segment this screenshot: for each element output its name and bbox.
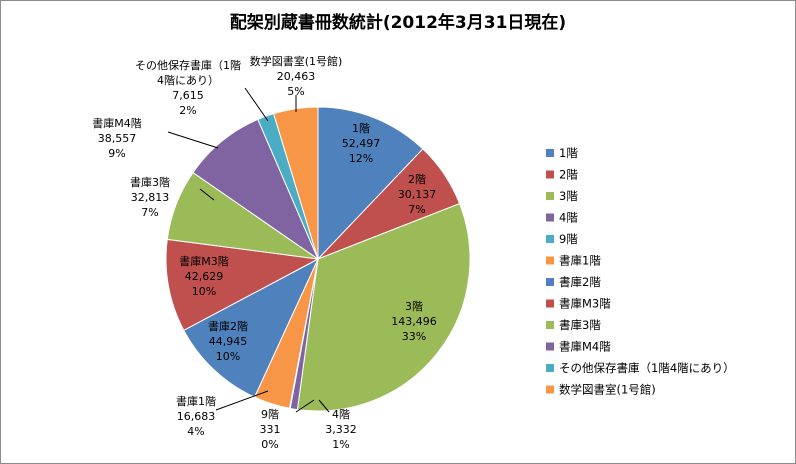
- legend-label: 書庫M3階: [559, 297, 611, 311]
- data-label: 4階 3,332 1%: [325, 407, 357, 451]
- legend-label: その他保存書庫（1階4階にあり）: [559, 361, 735, 375]
- data-label: その他保存書庫（1階 4階にあり） 7,615 2%: [135, 58, 241, 117]
- data-label: 書庫M3階 42,629 10%: [179, 254, 229, 298]
- legend-label: 1階: [559, 146, 578, 160]
- legend-swatch: [546, 299, 554, 308]
- pie-slice: [165, 238, 320, 332]
- data-label: 3階 143,496 33%: [391, 299, 437, 343]
- data-label: 1階 52,497 12%: [342, 121, 381, 165]
- chart-title: 配架別蔵書冊数統計(2012年3月31日現在): [229, 13, 567, 33]
- pie-slice: [296, 202, 471, 412]
- legend-label: 書庫2階: [559, 275, 601, 289]
- pie-slice: [192, 118, 320, 261]
- data-label: 数学図書室(1号館) 20,463 5%: [250, 54, 343, 98]
- leader-line: [318, 399, 330, 413]
- pie-slice: [183, 257, 320, 398]
- legend-label: 2階: [559, 168, 578, 182]
- legend-swatch: [546, 321, 554, 329]
- legend-swatch: [546, 385, 554, 394]
- legend-swatch: [546, 364, 554, 372]
- legend-swatch: [546, 170, 554, 179]
- leader-line: [295, 399, 315, 413]
- legend-swatch: [546, 192, 554, 200]
- legend-swatch: [546, 213, 554, 222]
- legend-label: 4階: [559, 211, 578, 225]
- legend-label: 書庫M4階: [559, 340, 611, 354]
- data-label: 2階 30,137 7%: [398, 172, 437, 216]
- legend-label: 書庫3階: [559, 318, 601, 332]
- legend-label: 3階: [559, 189, 578, 203]
- legend-swatch: [546, 256, 554, 265]
- legend-label: 書庫1階: [559, 254, 601, 268]
- leader-line: [199, 188, 215, 201]
- data-label: 書庫3階 32,813 7%: [130, 175, 170, 219]
- data-label: 9階 331 0%: [260, 407, 281, 451]
- legend-swatch: [546, 149, 554, 157]
- data-label: 書庫1階 16,683 4%: [176, 394, 216, 438]
- legend-label: 9階: [559, 232, 578, 246]
- leader-line: [167, 131, 219, 149]
- legend-label: 数学図書室(1号館): [559, 383, 656, 397]
- legend-swatch: [546, 278, 554, 286]
- pie-slice: [317, 106, 424, 261]
- data-label: 書庫M4階 38,557 9%: [92, 116, 142, 160]
- legend-swatch: [546, 235, 554, 243]
- leader-line: [244, 87, 269, 122]
- legend-swatch: [546, 342, 554, 351]
- data-label: 書庫2階 44,945 10%: [208, 319, 248, 363]
- leader-line: [215, 390, 269, 411]
